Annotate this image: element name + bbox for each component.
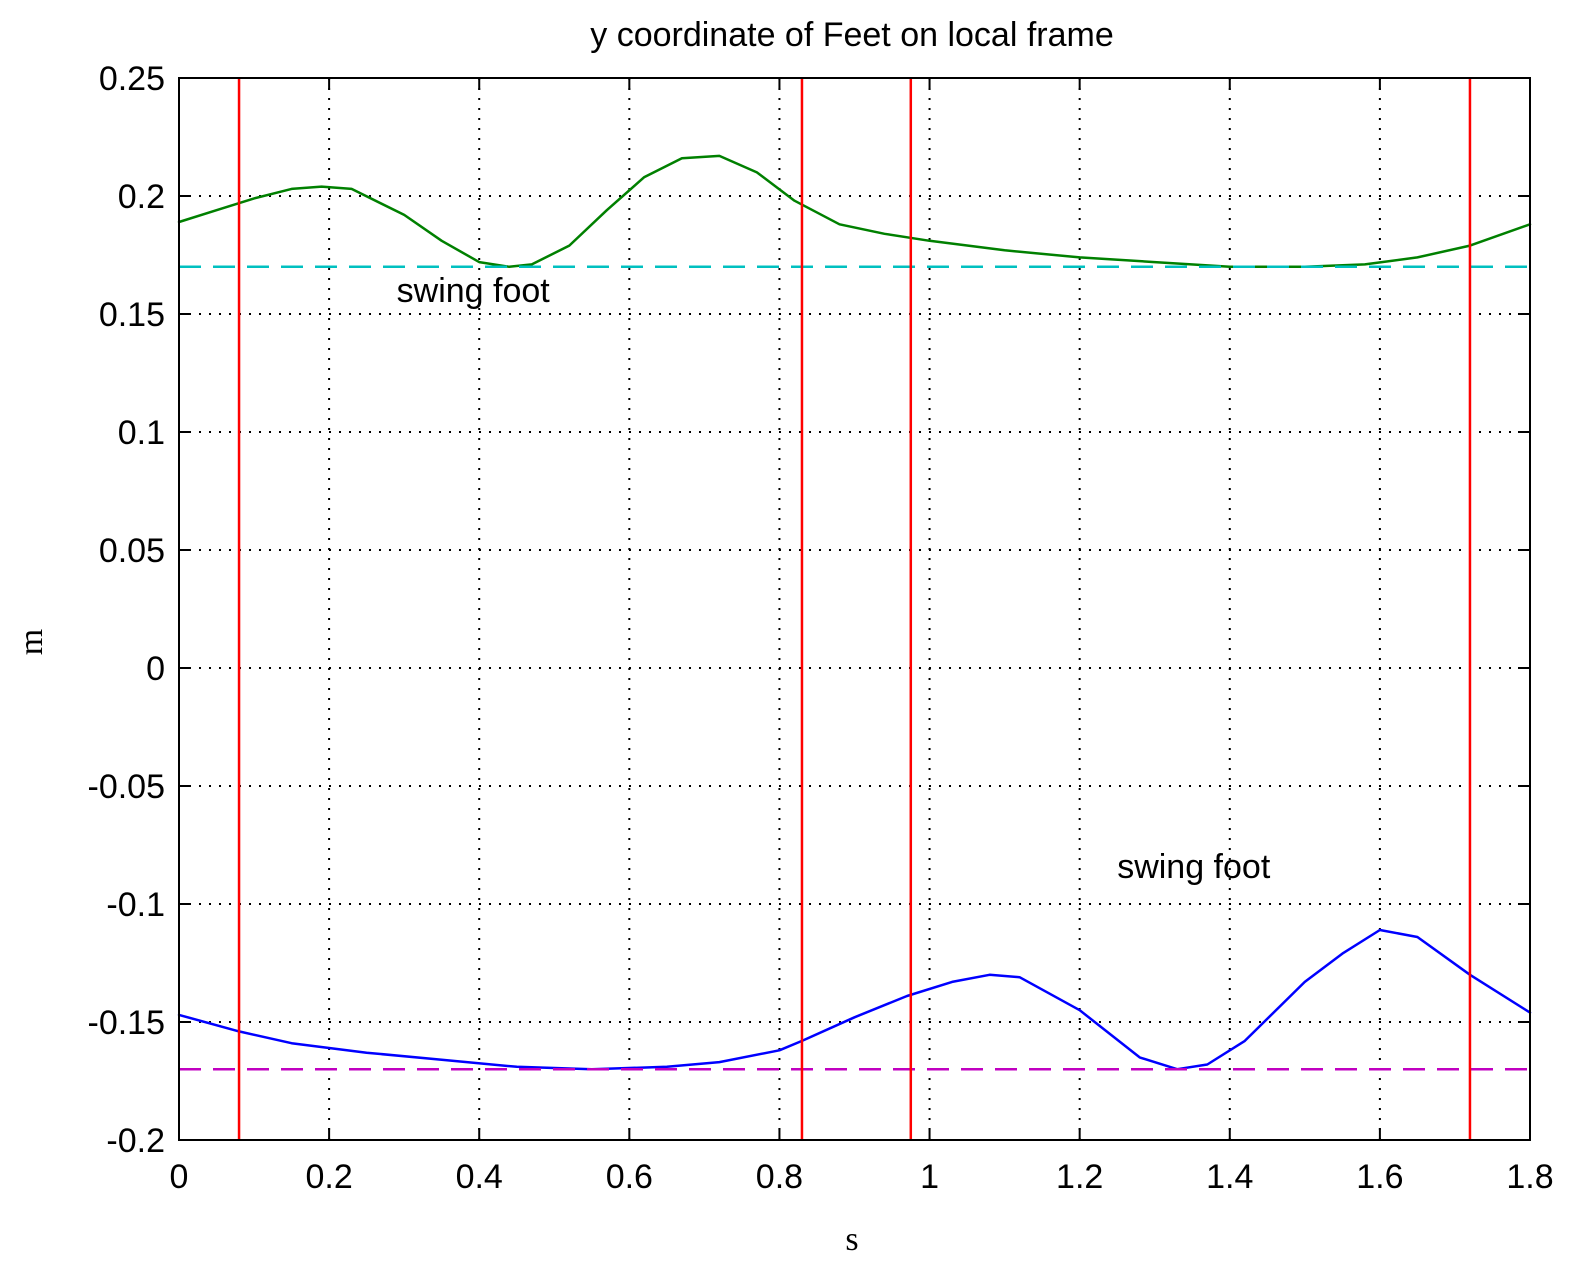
y-tick-label: -0.1 [106, 886, 165, 924]
event-lines [237, 78, 1472, 1140]
y-tick-label: 0.25 [99, 60, 165, 98]
y-tick-label: 0.05 [99, 532, 165, 570]
y-tick-label: 0.15 [99, 296, 165, 334]
x-tick-label: 0.2 [305, 1158, 352, 1196]
tick-labels: 0 0.2 0.4 0.6 0.8 1 1.2 1.4 1.6 1.8 -0.2 -0.15 -0.1 -… [88, 60, 1554, 1196]
x-tick-label: 0.4 [456, 1158, 503, 1196]
annotations: swing foot swing foot [397, 272, 1271, 886]
series-line-2 [177, 928, 1532, 1071]
grid-lines [179, 78, 1530, 1140]
x-tick-label: 1.8 [1506, 1158, 1553, 1196]
y-tick-label: -0.05 [88, 768, 166, 806]
swing-foot-annotation: swing foot [1117, 848, 1271, 886]
swing-foot-annotation: swing foot [397, 272, 551, 310]
y-tick-label: 0.2 [118, 178, 165, 216]
chart-title: y coordinate of Feet on local frame [590, 16, 1114, 54]
y-axis-label: m [13, 629, 50, 655]
y-tick-label: -0.15 [88, 1004, 166, 1042]
plot-frame [178, 77, 1531, 1141]
x-tick-label: 1.4 [1206, 1158, 1253, 1196]
y-tick-label: 0.1 [118, 414, 165, 452]
x-tick-label: 0 [170, 1158, 189, 1196]
y-tick-label: 0 [146, 650, 165, 688]
x-tick-label: 1.2 [1056, 1158, 1103, 1196]
x-tick-label: 1 [920, 1158, 939, 1196]
series-group [177, 154, 1532, 1071]
x-tick-label: 1.6 [1356, 1158, 1403, 1196]
y-tick-label: -0.2 [106, 1122, 165, 1160]
x-axis-label: s [845, 1221, 858, 1258]
x-tick-label: 0.6 [606, 1158, 653, 1196]
x-tick-label: 0.8 [756, 1158, 803, 1196]
